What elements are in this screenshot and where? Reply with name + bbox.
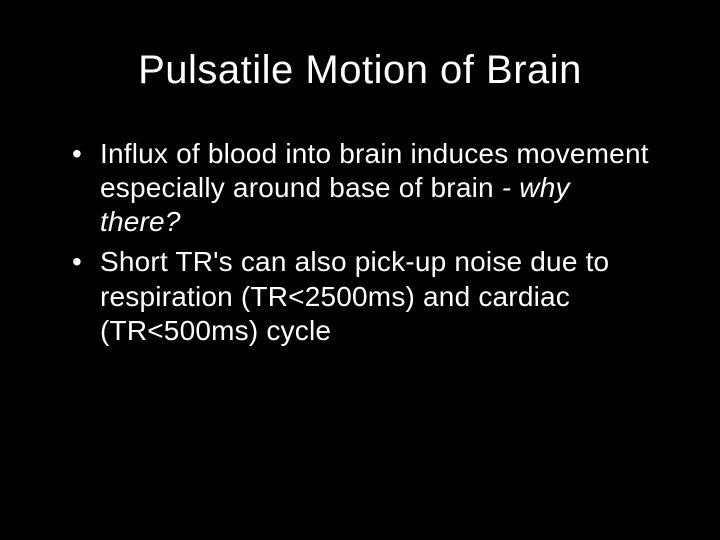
bullet-list: Influx of blood into brain induces movem…	[70, 137, 650, 348]
bullet-item: Short TR's can also pick-up noise due to…	[70, 245, 650, 347]
bullet-text: Short TR's can also pick-up noise due to…	[100, 246, 609, 345]
slide: Pulsatile Motion of Brain Influx of bloo…	[0, 0, 720, 540]
bullet-item: Influx of blood into brain induces movem…	[70, 137, 650, 239]
slide-title: Pulsatile Motion of Brain	[70, 48, 650, 93]
